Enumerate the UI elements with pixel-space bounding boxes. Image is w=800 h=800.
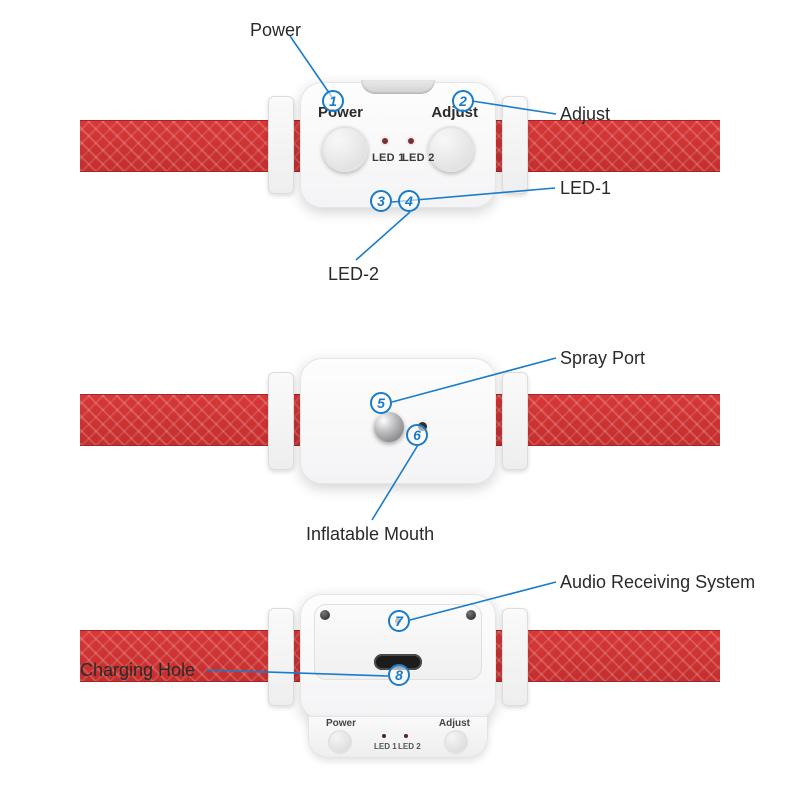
callout-label-3: LED-1: [560, 178, 611, 199]
clip-left: [268, 608, 294, 706]
callout-number-5: 5: [370, 392, 392, 414]
callout-number-4: 4: [398, 190, 420, 212]
clip-right: [502, 96, 528, 194]
mini-power-button: [328, 730, 352, 754]
clip-right: [502, 372, 528, 470]
led2-dot: [408, 138, 414, 144]
device-bottom-view: [300, 358, 496, 484]
callout-label-1: Power: [250, 20, 301, 41]
callout-number-3: 3: [370, 190, 392, 212]
led1-text: LED 1: [372, 152, 405, 164]
mini-adjust-label: Adjust: [439, 718, 470, 729]
callout-number-1: 1: [322, 90, 344, 112]
mini-led1: [382, 734, 386, 738]
callout-label-6: Inflatable Mouth: [306, 524, 434, 545]
screw-icon: [466, 610, 476, 620]
back-lower-panel: Power Adjust LED 1 LED 2: [308, 716, 488, 758]
callout-number-7: 7: [388, 610, 410, 632]
mini-led2: [404, 734, 408, 738]
screw-icon: [320, 610, 330, 620]
callout-label-8: Charging Hole: [80, 660, 195, 681]
mini-power-label: Power: [326, 718, 356, 729]
callout-number-6: 6: [406, 424, 428, 446]
callout-number-8: 8: [388, 664, 410, 686]
callout-label-4: LED-2: [328, 264, 379, 285]
mini-led1-text: LED 1: [374, 742, 397, 751]
clip-right: [502, 608, 528, 706]
top-inset: [361, 80, 435, 94]
led2-text: LED 2: [402, 152, 435, 164]
adjust-button: [428, 126, 474, 172]
infographic-canvas: Power Adjust LED 1 LED 2 Power Adjust: [0, 0, 800, 800]
callout-number-2: 2: [452, 90, 474, 112]
mini-led2-text: LED 2: [398, 742, 421, 751]
callout-label-5: Spray Port: [560, 348, 645, 369]
mini-adjust-button: [444, 730, 468, 754]
callout-label-2: Adjust: [560, 104, 610, 125]
clip-left: [268, 96, 294, 194]
spray-nozzle: [374, 412, 404, 442]
clip-left: [268, 372, 294, 470]
callout-label-7: Audio Receiving System: [560, 572, 755, 593]
power-button: [322, 126, 368, 172]
led1-dot: [382, 138, 388, 144]
